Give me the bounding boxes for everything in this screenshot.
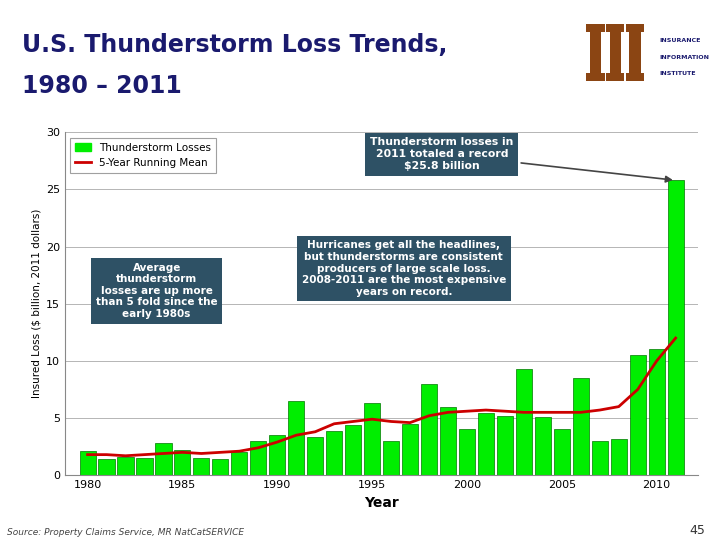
- X-axis label: Year: Year: [364, 496, 399, 510]
- Bar: [156, 443, 171, 475]
- Bar: [592, 441, 608, 475]
- Bar: [174, 450, 191, 475]
- Bar: [590, 30, 601, 74]
- Bar: [136, 458, 153, 475]
- Bar: [572, 378, 589, 475]
- Bar: [269, 435, 285, 475]
- Text: Thunderstorm losses in
2011 totaled a record
$25.8 billion: Thunderstorm losses in 2011 totaled a re…: [370, 138, 671, 182]
- Text: Hurricanes get all the headlines,
but thunderstorms are consistent
producers of : Hurricanes get all the headlines, but th…: [302, 240, 506, 296]
- Bar: [535, 417, 551, 475]
- Bar: [629, 30, 641, 74]
- Bar: [421, 384, 437, 475]
- Bar: [383, 441, 399, 475]
- Text: Average
thunderstorm
losses are up more
than 5 fold since the
early 1980s: Average thunderstorm losses are up more …: [96, 262, 217, 319]
- Bar: [606, 73, 624, 81]
- Text: 45: 45: [690, 524, 706, 537]
- Bar: [79, 451, 96, 475]
- Text: Source: Property Claims Service, MR NatCatSERVICE: Source: Property Claims Service, MR NatC…: [7, 528, 244, 537]
- Bar: [497, 416, 513, 475]
- Bar: [649, 349, 665, 475]
- Bar: [288, 401, 305, 475]
- Bar: [610, 30, 621, 74]
- Bar: [231, 453, 248, 475]
- Bar: [307, 437, 323, 475]
- Y-axis label: Insured Loss ($ billion, 2011 dollars): Insured Loss ($ billion, 2011 dollars): [32, 209, 42, 399]
- Bar: [554, 429, 570, 475]
- Bar: [516, 369, 532, 475]
- Bar: [667, 180, 684, 475]
- Bar: [326, 430, 342, 475]
- Text: 1980 – 2011: 1980 – 2011: [22, 73, 181, 98]
- Bar: [364, 403, 380, 475]
- Bar: [586, 73, 605, 81]
- Bar: [626, 24, 644, 32]
- Bar: [212, 459, 228, 475]
- Bar: [99, 459, 114, 475]
- Legend: Thunderstorm Losses, 5-Year Running Mean: Thunderstorm Losses, 5-Year Running Mean: [70, 138, 217, 173]
- Text: U.S. Thunderstorm Loss Trends,: U.S. Thunderstorm Loss Trends,: [22, 33, 447, 57]
- Bar: [611, 438, 627, 475]
- Bar: [194, 458, 210, 475]
- Bar: [478, 414, 494, 475]
- Bar: [440, 407, 456, 475]
- Bar: [606, 24, 624, 32]
- Bar: [251, 441, 266, 475]
- Text: INSURANCE: INSURANCE: [660, 38, 701, 43]
- Text: INFORMATION: INFORMATION: [660, 55, 709, 59]
- Bar: [586, 24, 605, 32]
- Text: INSTITUTE: INSTITUTE: [660, 71, 696, 76]
- Bar: [629, 355, 646, 475]
- Bar: [626, 73, 644, 81]
- Bar: [402, 424, 418, 475]
- Bar: [459, 429, 475, 475]
- Bar: [117, 457, 134, 475]
- Bar: [345, 425, 361, 475]
